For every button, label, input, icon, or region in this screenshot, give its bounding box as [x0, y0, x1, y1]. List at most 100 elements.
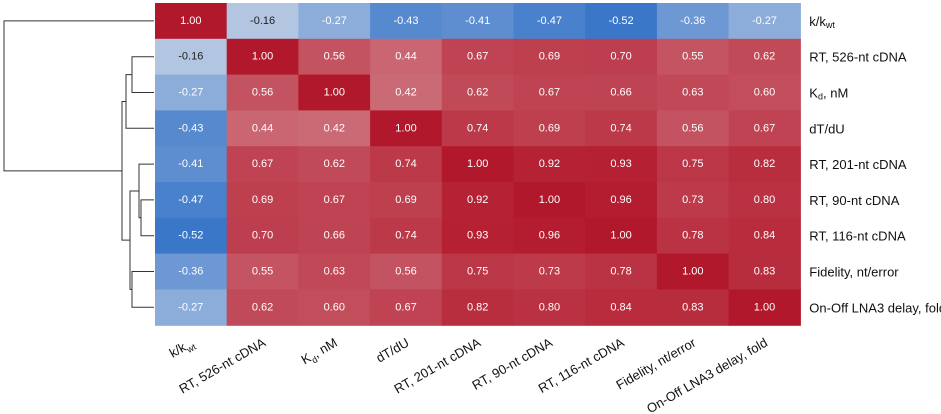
heatmap-cell: [728, 74, 801, 111]
heatmap-cell: [298, 3, 371, 40]
heatmap-cell: [513, 38, 586, 76]
heatmap-cell: [298, 253, 371, 290]
heatmap-cell: [155, 289, 228, 326]
cell-value-label: 0.96: [539, 230, 560, 242]
cell-value-label: 0.92: [467, 194, 488, 206]
cell-value-label: 0.80: [539, 301, 560, 313]
heatmap-cell: [226, 38, 299, 76]
cell-value-label: -0.52: [609, 15, 634, 27]
cell-value-label: 0.67: [539, 87, 560, 99]
heatmap-cell: [728, 110, 801, 147]
heatmap-cell: [585, 182, 658, 219]
heatmap-cell: [656, 74, 730, 111]
dendrogram-link: [131, 56, 154, 93]
cell-value-label: 1.00: [539, 194, 560, 206]
cell-value-label: -0.43: [393, 15, 418, 27]
dendrogram-link: [125, 74, 154, 129]
cell-value-label: 0.55: [252, 266, 273, 278]
heatmap-cell: [226, 253, 299, 290]
column-label: dT/dU: [373, 335, 411, 366]
heatmap-cell: [585, 38, 658, 76]
cell-value-label: 0.75: [682, 158, 703, 170]
cell-value-label: 0.74: [610, 122, 631, 134]
column-label: Kd, nM: [299, 335, 342, 370]
cell-value-label: 0.62: [324, 158, 345, 170]
cell-value-label: 0.67: [754, 122, 775, 134]
heatmap-cell: [226, 110, 299, 147]
heatmap-cell: [513, 253, 586, 290]
heatmap-cell: [298, 146, 371, 183]
cell-value-label: 0.74: [467, 122, 488, 134]
heatmap-cell: [441, 110, 515, 147]
heatmap-cell: [155, 146, 228, 183]
cell-value-label: -0.27: [322, 15, 347, 27]
cell-value-label: -0.47: [537, 15, 562, 27]
heatmap-cell: [298, 110, 371, 147]
heatmap-cell: [656, 3, 730, 40]
cell-value-label: 1.00: [754, 301, 775, 313]
cell-value-label: 1.00: [467, 158, 488, 170]
cell-value-label: 0.69: [395, 194, 416, 206]
cell-value-label: 0.69: [539, 51, 560, 63]
row-label: RT, 201-nt cDNA: [809, 157, 907, 172]
cell-value-label: 0.75: [467, 266, 488, 278]
cell-value-label: -0.27: [178, 87, 203, 99]
cell-value-label: 0.69: [539, 122, 560, 134]
cell-value-label: 0.69: [252, 194, 273, 206]
heatmap-cell: [155, 253, 228, 290]
heatmap-cells: 1.00 -0.16 -0.27 -0.43 -0.41 -0.47 -0.52 -0.36 -…: [155, 3, 801, 326]
cell-value-label: 0.83: [682, 301, 703, 313]
cell-value-label: 0.44: [395, 51, 416, 63]
heatmap-cell: [656, 110, 730, 147]
cell-value-label: 0.84: [754, 230, 775, 242]
cell-value-label: 0.42: [395, 87, 416, 99]
cell-value-label: 0.60: [324, 301, 345, 313]
heatmap-cell: [656, 217, 730, 255]
cell-value-label: 0.56: [395, 266, 416, 278]
cell-value-label: 0.67: [395, 301, 416, 313]
heatmap-cell: [441, 38, 515, 76]
heatmap-cell: [585, 110, 658, 147]
cell-value-label: 0.42: [324, 122, 345, 134]
heatmap-cell: [370, 253, 443, 290]
heatmap-cell: [370, 74, 443, 111]
heatmap-cell: [513, 3, 586, 40]
cell-value-label: 0.62: [754, 51, 775, 63]
cell-value-label: 0.63: [682, 87, 703, 99]
cell-value-label: 0.73: [539, 266, 560, 278]
cell-value-label: 0.56: [682, 122, 703, 134]
cell-value-label: 0.92: [539, 158, 560, 170]
heatmap-cell: [441, 289, 515, 326]
heatmap-cell: [441, 182, 515, 219]
row-label: dT/dU: [809, 121, 844, 136]
cell-value-label: 0.82: [467, 301, 488, 313]
cell-value-label: -0.52: [178, 230, 203, 242]
heatmap-cell: [728, 253, 801, 290]
column-label: k/kwt: [167, 335, 199, 364]
heatmap-cell: [441, 74, 515, 111]
cell-value-label: 0.44: [252, 122, 273, 134]
heatmap-cell: [585, 253, 658, 290]
heatmap-cell: [155, 217, 228, 255]
heatmap-cell: [370, 3, 443, 40]
cell-value-label: 0.93: [467, 230, 488, 242]
heatmap-cell: [155, 38, 228, 76]
heatmap-cell: [513, 289, 586, 326]
heatmap-cell: [370, 289, 443, 326]
heatmap-cell: [298, 217, 371, 255]
cell-value-label: 0.70: [610, 51, 631, 63]
heatmap-cell: [298, 289, 371, 326]
heatmap-cell: [513, 217, 586, 255]
heatmap-cell: [728, 146, 801, 183]
heatmap-cell: [370, 110, 443, 147]
heatmap-cell: [226, 182, 299, 219]
cell-value-label: 0.55: [682, 51, 703, 63]
heatmap-cell: [656, 146, 730, 183]
cell-value-label: -0.36: [680, 15, 705, 27]
heatmap-cell: [656, 253, 730, 290]
heatmap-cell: [513, 110, 586, 147]
heatmap-cell: [513, 182, 586, 219]
cell-value-label: 0.62: [252, 301, 273, 313]
heatmap-cell: [728, 217, 801, 255]
